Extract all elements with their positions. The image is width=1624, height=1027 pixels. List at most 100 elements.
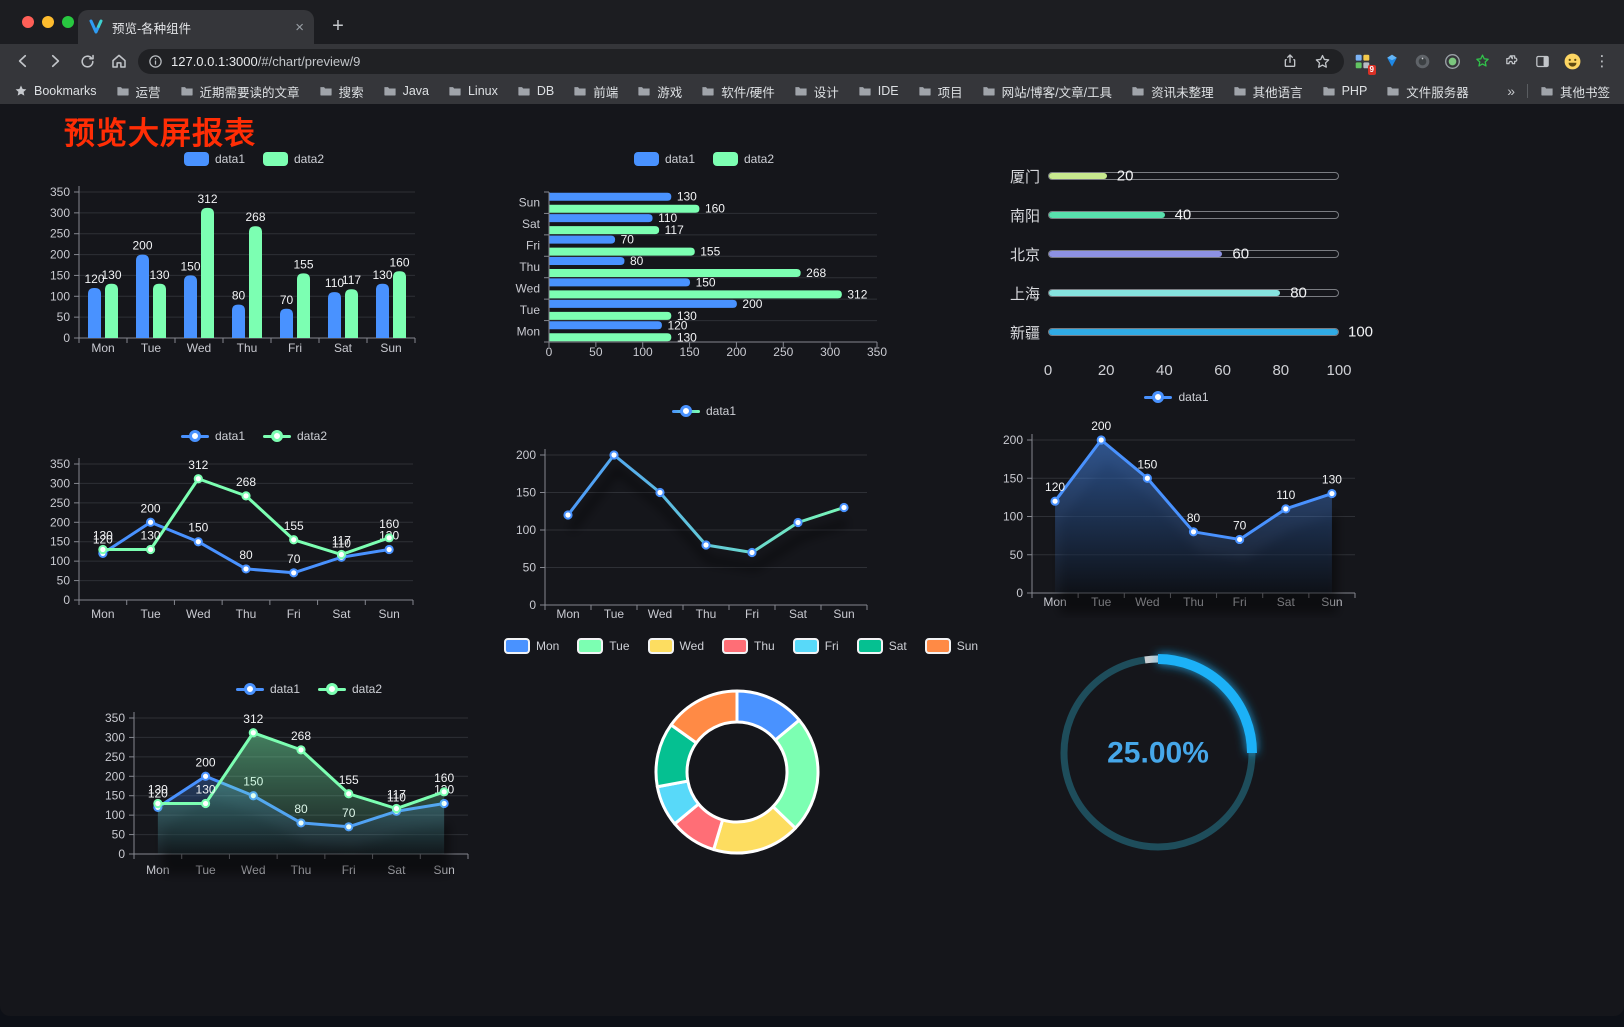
home-icon[interactable] xyxy=(106,48,132,74)
progress-row-新疆[interactable]: 新疆 100 xyxy=(998,324,1373,342)
bar-data1-Mon[interactable] xyxy=(549,321,662,330)
point-data2-Sat[interactable] xyxy=(391,803,402,814)
back-icon[interactable] xyxy=(10,48,36,74)
profile-avatar-icon[interactable] xyxy=(1560,49,1584,73)
bookmark-folder[interactable]: 软件/硬件 xyxy=(701,82,775,101)
new-tab-button[interactable]: + xyxy=(332,15,344,37)
bookmark-folder[interactable]: 搜索 xyxy=(319,82,364,101)
site-info-icon[interactable] xyxy=(148,54,163,69)
legend-item-data1[interactable]: data1 xyxy=(183,152,245,166)
legend-item-data1[interactable]: data1 xyxy=(1144,390,1209,404)
traffic-light-minimize[interactable] xyxy=(42,16,54,28)
line-chart-canvas[interactable]: 0 50 100 150 200 Mon Tue Wed Thu Fri Sat Sun xyxy=(505,400,903,630)
share-icon[interactable] xyxy=(1278,49,1302,73)
bar-data1-Tue[interactable] xyxy=(549,299,737,308)
legend-item-data1[interactable]: data1 xyxy=(633,152,695,166)
legend-item-data2[interactable]: data2 xyxy=(263,152,324,166)
bar-data1-Wed[interactable] xyxy=(549,278,691,287)
sidebar-toggle-icon[interactable] xyxy=(1530,49,1554,73)
point-data2-Thu[interactable] xyxy=(296,745,306,755)
green-star-extension-icon[interactable] xyxy=(1470,49,1494,73)
bar-data2-Fri[interactable] xyxy=(297,273,310,338)
extensions-puzzle-icon[interactable] xyxy=(1500,49,1524,73)
bar-data2-Thu[interactable] xyxy=(549,269,801,277)
chart-progress-bars[interactable]: 厦门 20 南阳 40 北京 60 上海 80 新疆 100 0 20 40 60 80 100 xyxy=(998,158,1373,386)
point-data1-Tue[interactable] xyxy=(200,771,211,781)
bookmark-folder[interactable]: 文件服务器 xyxy=(1386,82,1469,101)
bar-data1-Tue[interactable] xyxy=(136,254,149,338)
bookmarks-manager[interactable]: Bookmarks xyxy=(14,84,97,98)
legend-item-Fri[interactable]: Fri xyxy=(792,638,839,654)
legend-item-data2[interactable]: data2 xyxy=(713,152,774,166)
point-data1-Wed[interactable] xyxy=(1142,473,1152,483)
browser-tab[interactable]: 预览-各种组件 × xyxy=(78,10,314,44)
bookmark-folder[interactable]: PHP xyxy=(1322,84,1367,98)
legend-item-data1[interactable]: data1 xyxy=(180,429,245,443)
legend-item-data2[interactable]: data2 xyxy=(263,429,327,443)
progress-row-北京[interactable]: 北京 60 xyxy=(998,246,1363,264)
point-data1-Sun[interactable] xyxy=(1327,488,1337,499)
progress-row-上海[interactable]: 上海 80 xyxy=(998,285,1363,303)
menu-icon[interactable]: ⋮ xyxy=(1594,53,1610,70)
bookmark-folder[interactable]: 运营 xyxy=(116,82,161,101)
legend-item-data1[interactable]: data1 xyxy=(671,404,736,418)
point-data2-Tue[interactable] xyxy=(200,798,211,809)
point-data1-Sat[interactable] xyxy=(1281,504,1291,514)
legend-item-Tue[interactable]: Tue xyxy=(577,638,630,654)
chart-donut[interactable]: Mon Tue Wed Thu Fri Sat Sun xyxy=(503,638,978,866)
point-data1-Mon[interactable] xyxy=(563,510,573,520)
point-data1-Tue[interactable] xyxy=(145,517,156,527)
chart-gauge[interactable]: 25.00% xyxy=(1048,645,1272,865)
chart-line-dual-area[interactable]: data1 data2 0 50 100 150 200 250 300 350 Mon Tue Wed… xyxy=(100,676,518,891)
point-data1-Sun[interactable] xyxy=(839,502,849,513)
bar-data2-Sun[interactable] xyxy=(393,271,406,338)
bar-data1-Sun[interactable] xyxy=(549,192,672,201)
point-data2-Wed[interactable] xyxy=(193,474,203,484)
bookmark-folder[interactable]: 其他语言 xyxy=(1233,82,1303,101)
bookmark-folder[interactable]: Java xyxy=(383,84,429,98)
legend-item-Thu[interactable]: Thu xyxy=(722,638,775,654)
point-data2-Sat[interactable] xyxy=(336,549,347,560)
bar-data1-Thu[interactable] xyxy=(232,304,245,338)
bar-data1-Sun[interactable] xyxy=(376,283,389,338)
bar-data2-Mon[interactable] xyxy=(549,333,672,342)
extension-grid-icon[interactable]: 9 xyxy=(1350,49,1376,75)
pie-slice-Sun[interactable] xyxy=(669,689,739,745)
point-data1-Thu[interactable] xyxy=(241,564,251,574)
bookmark-folder[interactable]: DB xyxy=(517,84,554,98)
point-data2-Mon[interactable] xyxy=(98,544,108,555)
bookmark-folder[interactable]: 前端 xyxy=(573,82,618,101)
chart-line-gradient[interactable]: data1 0 50 100 150 200 Mon Tue Wed Thu Fri Sat Sun xyxy=(505,400,903,630)
point-data2-Fri[interactable] xyxy=(344,789,354,799)
point-data1-Fri[interactable] xyxy=(747,547,757,558)
bar-data2-Wed[interactable] xyxy=(549,290,842,299)
point-data2-Sun[interactable] xyxy=(439,787,449,797)
bar-data2-Sat[interactable] xyxy=(549,226,660,235)
bar-data1-Sat[interactable] xyxy=(549,214,653,223)
bar-data1-Sat[interactable] xyxy=(328,292,341,338)
bookmarks-overflow-chevron[interactable]: » xyxy=(1507,83,1515,99)
circle-extension-icon[interactable] xyxy=(1410,49,1434,73)
traffic-light-maximize[interactable] xyxy=(62,16,74,28)
point-data1-Thu[interactable] xyxy=(1188,527,1199,537)
chart-line-area[interactable]: data1 0 50 100 150 200 Mon Tue Wed Thu Fri Sat Sun 12… xyxy=(988,388,1365,618)
bookmark-folder[interactable]: IDE xyxy=(858,84,899,98)
bookmark-folder[interactable]: 游戏 xyxy=(637,82,682,101)
bar-data1-Fri[interactable] xyxy=(549,235,616,244)
legend-item-Sun[interactable]: Sun xyxy=(924,638,978,654)
gem-extension-icon[interactable] xyxy=(1380,49,1404,73)
bar-data2-Tue[interactable] xyxy=(549,311,672,320)
point-data2-Thu[interactable] xyxy=(241,491,251,501)
bar-data2-Thu[interactable] xyxy=(249,226,262,338)
bookmark-star-icon[interactable] xyxy=(1310,49,1334,73)
point-data1-Wed[interactable] xyxy=(655,487,665,498)
legend-item-Mon[interactable]: Mon xyxy=(503,638,559,654)
tab-close-icon[interactable]: × xyxy=(295,18,304,36)
bar-data1-Mon[interactable] xyxy=(88,287,101,338)
bar-data2-Tue[interactable] xyxy=(153,283,166,338)
point-data2-Mon[interactable] xyxy=(153,798,163,809)
chart-bar-vertical[interactable]: data1 data2 0 50 100 150 200 250 300 350 Mon Tue Wed… xyxy=(45,150,463,368)
